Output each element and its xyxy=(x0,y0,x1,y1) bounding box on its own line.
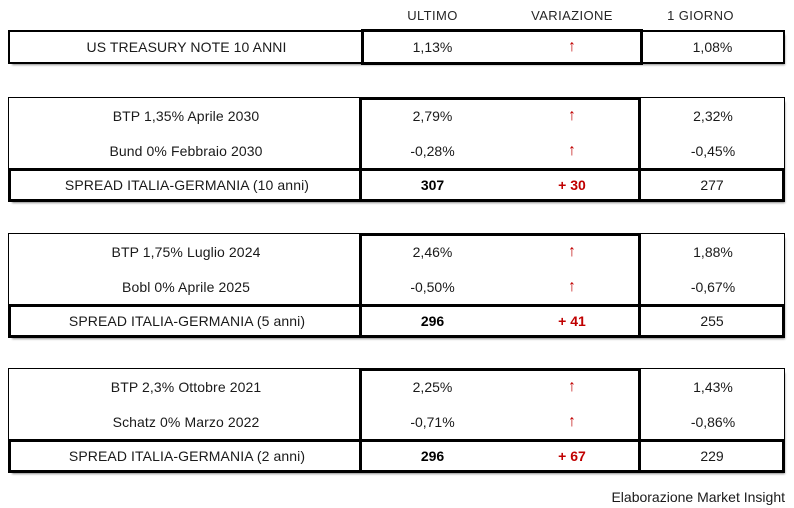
spread-label: SPREAD ITALIA-GERMANIA (5 anni) xyxy=(68,313,306,329)
spread-label: SPREAD ITALIA-GERMANIA (10 anni) xyxy=(64,177,310,193)
bond-label: Bobl 0% Aprile 2025 xyxy=(122,278,250,295)
column-header-variazione: VARIAZIONE xyxy=(531,7,613,23)
spread-label: SPREAD ITALIA-GERMANIA (2 anni) xyxy=(68,448,306,464)
up-arrow-icon: ↑ xyxy=(568,242,576,260)
us-treasury-label: US TREASURY NOTE 10 ANNI xyxy=(86,39,287,55)
bond-ultimo: -0,50% xyxy=(410,278,455,295)
spread-row-5-anni: SPREAD ITALIA-GERMANIA (5 anni) 296 + 41… xyxy=(8,304,785,338)
bond-ultimo: 2,25% xyxy=(412,378,453,395)
spread-variazione: + 67 xyxy=(558,448,586,464)
column-header-1-giorno: 1 GIORNO xyxy=(667,7,734,23)
spread-1-giorno: 255 xyxy=(700,313,724,329)
bond-ultimo: 2,79% xyxy=(412,107,453,124)
spread-1-giorno: 277 xyxy=(700,177,724,193)
bond-1-giorno: -0,86% xyxy=(690,413,736,430)
bond-1-giorno: 1,88% xyxy=(693,243,733,260)
up-arrow-icon: ↑ xyxy=(568,412,576,430)
section-2-anni: BTP 2,3% Ottobre 2021 2,25% ↑ 1,43% Scha… xyxy=(8,368,785,473)
bond-ultimo: -0,28% xyxy=(410,142,455,159)
footer-credit: Elaborazione Market Insight xyxy=(611,489,785,505)
bond-1-giorno: -0,67% xyxy=(690,278,736,295)
bond-1-giorno: 1,43% xyxy=(693,378,733,395)
bond-ultimo: 2,46% xyxy=(412,243,453,260)
column-header-row: ULTIMO VARIAZIONE 1 GIORNO xyxy=(8,0,785,30)
bond-label: BTP 1,35% Aprile 2030 xyxy=(112,107,260,124)
spread-ultimo: 307 xyxy=(420,177,445,193)
bond-label: BTP 1,75% Luglio 2024 xyxy=(111,243,261,260)
section-10-anni: BTP 1,35% Aprile 2030 2,79% ↑ 2,32% Bund… xyxy=(8,97,785,202)
spread-row-2-anni: SPREAD ITALIA-GERMANIA (2 anni) 296 + 67… xyxy=(8,439,785,473)
us-treasury-row: US TREASURY NOTE 10 ANNI 1,13% ↑ 1,08% xyxy=(8,29,785,65)
section-5-anni: BTP 1,75% Luglio 2024 2,46% ↑ 1,88% Bobl… xyxy=(8,233,785,338)
bond-1-giorno: 2,32% xyxy=(693,107,733,124)
up-arrow-icon: ↑ xyxy=(568,106,576,124)
bond-label: Bund 0% Febbraio 2030 xyxy=(109,142,263,159)
us-treasury-ultimo: 1,13% xyxy=(412,39,453,55)
up-arrow-icon: ↑ xyxy=(568,38,576,55)
spread-row-10-anni: SPREAD ITALIA-GERMANIA (10 anni) 307 + 3… xyxy=(8,168,785,202)
spread-variazione: + 41 xyxy=(558,313,586,329)
spread-ultimo: 296 xyxy=(420,448,445,464)
column-header-ultimo: ULTIMO xyxy=(407,7,458,23)
us-treasury-1-giorno: 1,08% xyxy=(692,39,733,55)
up-arrow-icon: ↑ xyxy=(568,141,576,159)
spread-ultimo: 296 xyxy=(420,313,445,329)
bond-label: Schatz 0% Marzo 2022 xyxy=(112,413,260,430)
up-arrow-icon: ↑ xyxy=(568,377,576,395)
bond-ultimo: -0,71% xyxy=(410,413,455,430)
bond-1-giorno: -0,45% xyxy=(690,142,736,159)
spread-1-giorno: 229 xyxy=(700,448,724,464)
up-arrow-icon: ↑ xyxy=(568,277,576,295)
spread-variazione: + 30 xyxy=(558,177,586,193)
bond-label: BTP 2,3% Ottobre 2021 xyxy=(110,378,262,395)
